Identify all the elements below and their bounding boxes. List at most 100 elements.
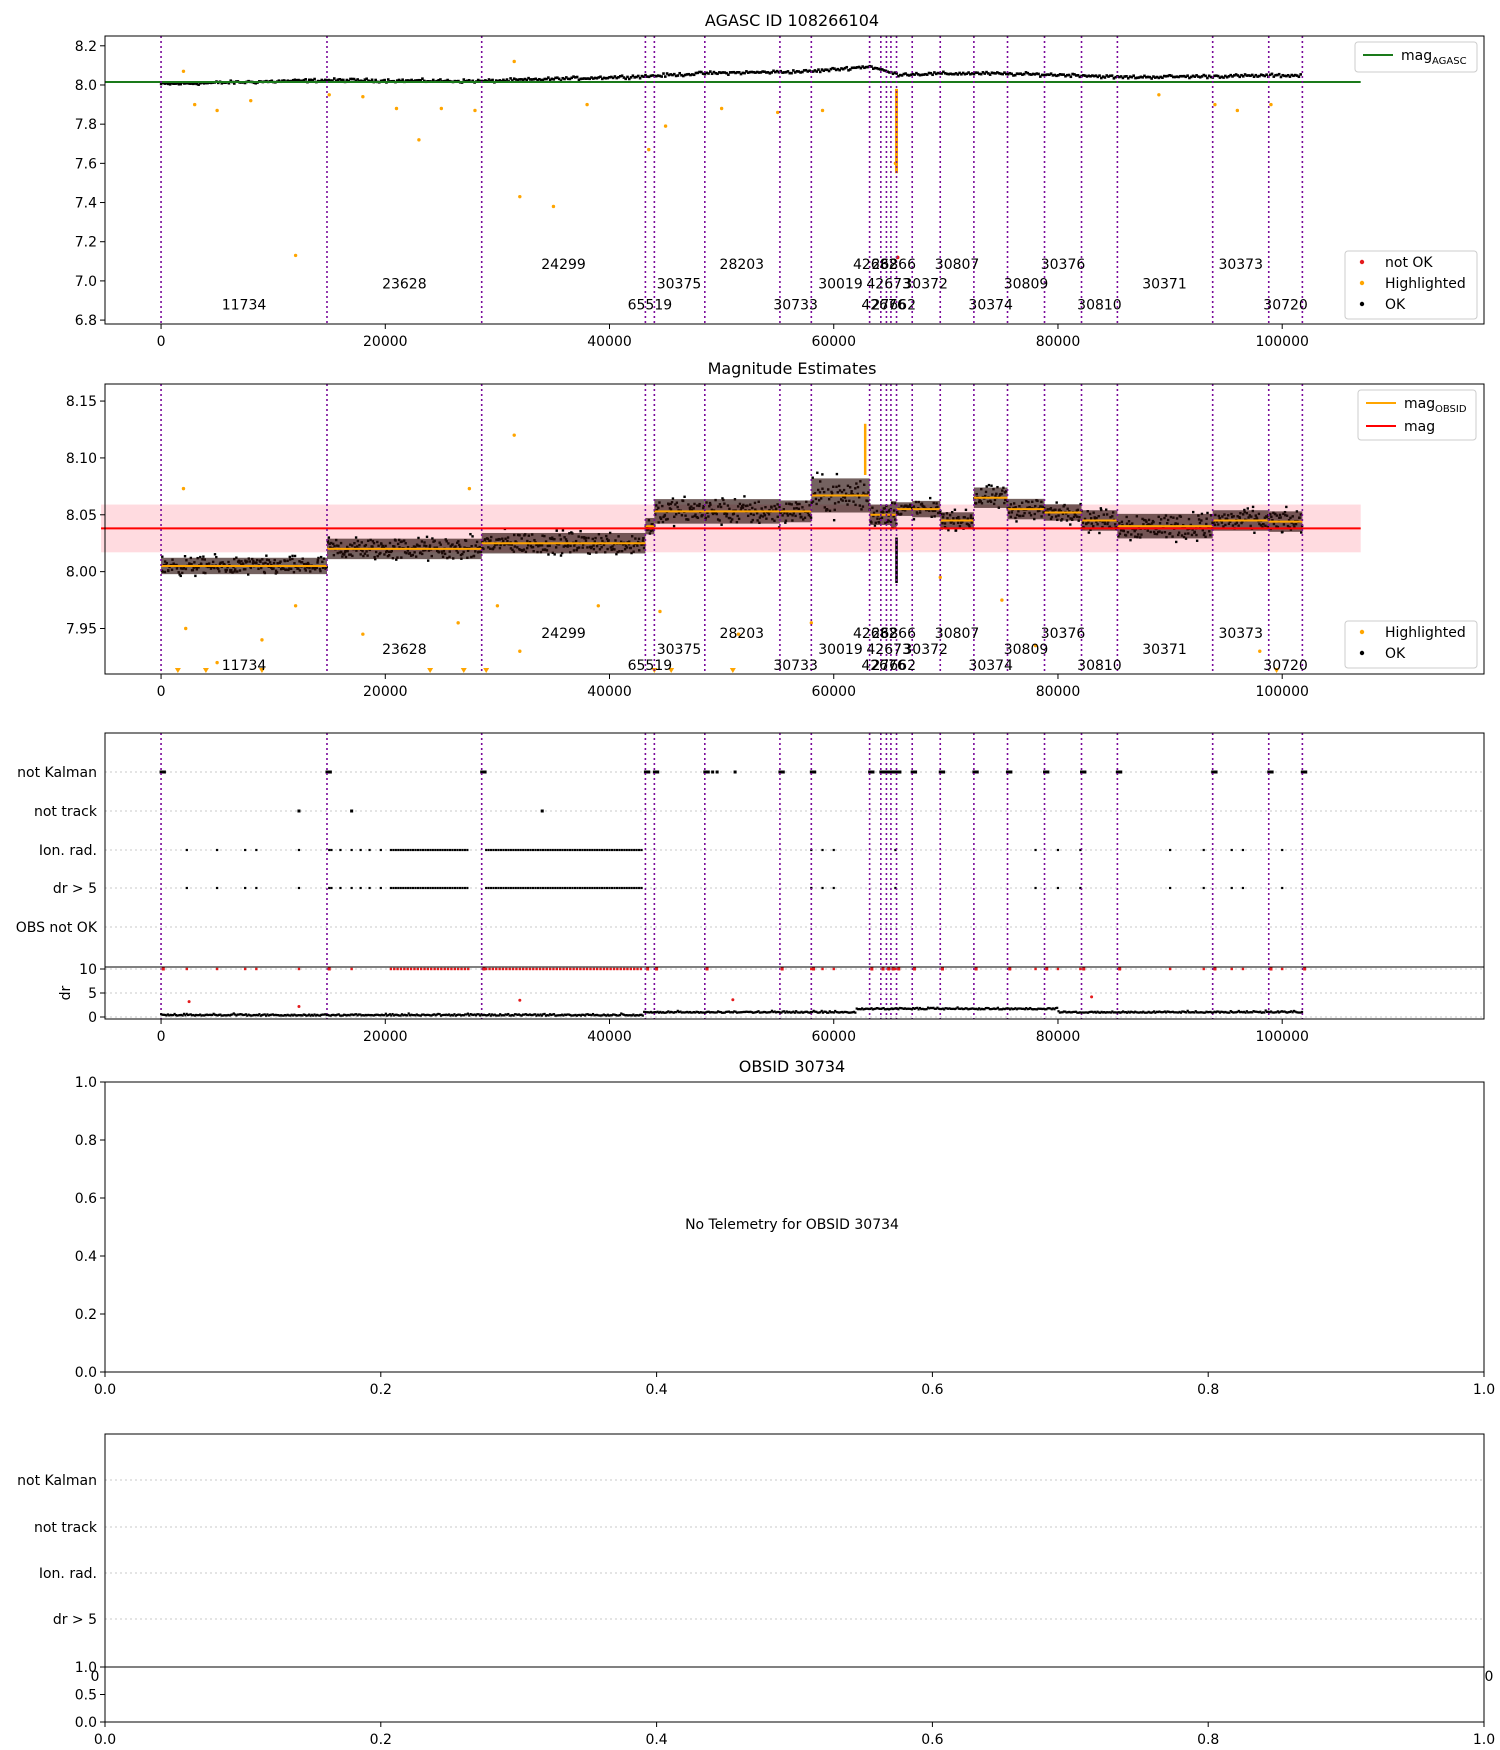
obsid-label: 30376: [1041, 626, 1086, 642]
data-point-ok: [994, 72, 997, 75]
dr-point: [1006, 1007, 1009, 1010]
data-point-ok: [1245, 74, 1249, 77]
flag-point: [940, 770, 944, 774]
data-point-ok: [815, 70, 819, 73]
dr-point: [274, 1013, 277, 1016]
dr-point-not-ok: [518, 998, 522, 1002]
dr-point: [1158, 1010, 1161, 1013]
dr-point: [1049, 1007, 1052, 1010]
dr-point: [548, 1013, 552, 1016]
flag-point: [429, 886, 432, 890]
dr-point: [574, 1013, 577, 1017]
data-point-ok: [586, 77, 590, 80]
dr-point: [1218, 1011, 1222, 1014]
flag-point: [912, 770, 916, 774]
dr-point: [964, 1007, 967, 1010]
dr-point: [842, 1011, 845, 1014]
data-point-highlighted: [215, 660, 219, 665]
dr-point: [1161, 1011, 1164, 1014]
dr-point: [369, 1013, 373, 1017]
data-point-ok: [864, 65, 868, 69]
data-point-ok: [732, 70, 736, 74]
dr-point: [762, 1010, 765, 1014]
legend-subscript: OBSID: [1435, 404, 1467, 415]
y-tick-label: 8.2: [75, 39, 97, 55]
dr-point: [680, 1011, 683, 1014]
dr-point: [614, 1013, 617, 1017]
flag-point: [596, 886, 599, 890]
data-point-ok: [912, 518, 916, 521]
dr-point: [435, 1013, 439, 1016]
flag-point: [534, 886, 537, 890]
dr-point: [294, 1014, 297, 1017]
dr-point: [791, 1011, 794, 1014]
dr-point: [781, 1010, 784, 1013]
dr-point: [951, 1007, 954, 1011]
data-point-ok: [1213, 74, 1216, 78]
y-tick-label: 8.10: [66, 451, 97, 467]
flag-point: [566, 848, 569, 852]
dr-point: [363, 1014, 366, 1017]
flag-point: [424, 886, 427, 890]
flag-point: [402, 886, 405, 890]
flag-point: [426, 848, 429, 852]
data-point-ok: [725, 71, 728, 75]
data-point-ok: [370, 78, 374, 82]
flag-point: [414, 848, 417, 852]
dr-clipped-point: [629, 967, 633, 971]
flag-point: [1006, 770, 1010, 774]
dr-point: [1061, 1011, 1064, 1014]
data-point-ok: [873, 524, 877, 527]
dr-point: [827, 1011, 830, 1014]
data-point-ok: [947, 72, 951, 76]
data-point-ok: [897, 74, 900, 78]
data-point-ok: [938, 71, 942, 75]
flag-point: [635, 886, 638, 890]
dr-point: [476, 1013, 479, 1016]
dr-point: [507, 1012, 510, 1016]
obsid-label: 24299: [541, 257, 586, 273]
data-point-ok: [687, 72, 691, 76]
dr-clipped-point: [810, 967, 813, 971]
dr-clipped-point: [1045, 967, 1049, 971]
flag-point: [368, 886, 371, 890]
dr-clipped-point: [495, 967, 498, 971]
data-point-highlighted: [417, 138, 421, 142]
dr-point: [1165, 1011, 1168, 1014]
dr-clipped-point: [602, 967, 606, 971]
x-tick-label: 0.0: [94, 1382, 116, 1398]
data-point-ok: [159, 82, 163, 86]
data-point-ok: [981, 71, 985, 74]
data-point-ok: [404, 79, 408, 82]
flag-point: [419, 886, 422, 890]
data-point-highlighted: [361, 95, 365, 99]
data-point-highlighted: [820, 108, 825, 113]
data-point-ok: [931, 73, 934, 77]
data-point-ok: [1064, 74, 1067, 78]
dr-point: [1291, 1011, 1294, 1014]
dr-point: [1124, 1010, 1127, 1014]
data-point-ok: [247, 573, 250, 576]
dr-point: [254, 1014, 257, 1017]
dr-point: [227, 1013, 230, 1017]
dr-point: [694, 1011, 697, 1014]
data-point-ok: [635, 75, 638, 79]
dr-point: [1084, 1011, 1087, 1014]
dr-point: [777, 1010, 780, 1014]
flag-point: [527, 886, 530, 890]
data-point-ok: [381, 79, 385, 82]
data-point-ok: [808, 69, 811, 73]
data-point-ok: [987, 72, 990, 75]
data-point-ok: [990, 71, 994, 75]
dr-clipped-point: [446, 967, 450, 971]
dr-point: [536, 1013, 539, 1016]
flag-point: [409, 848, 412, 852]
dr-point: [754, 1011, 757, 1014]
dr-clipped-point: [396, 967, 399, 971]
flag-point: [531, 848, 535, 852]
obsid-label: 24299: [541, 626, 586, 642]
data-point-ok: [541, 78, 545, 82]
flag-point: [715, 770, 719, 774]
dr-point: [465, 1013, 468, 1016]
data-point-ok: [1258, 74, 1261, 78]
